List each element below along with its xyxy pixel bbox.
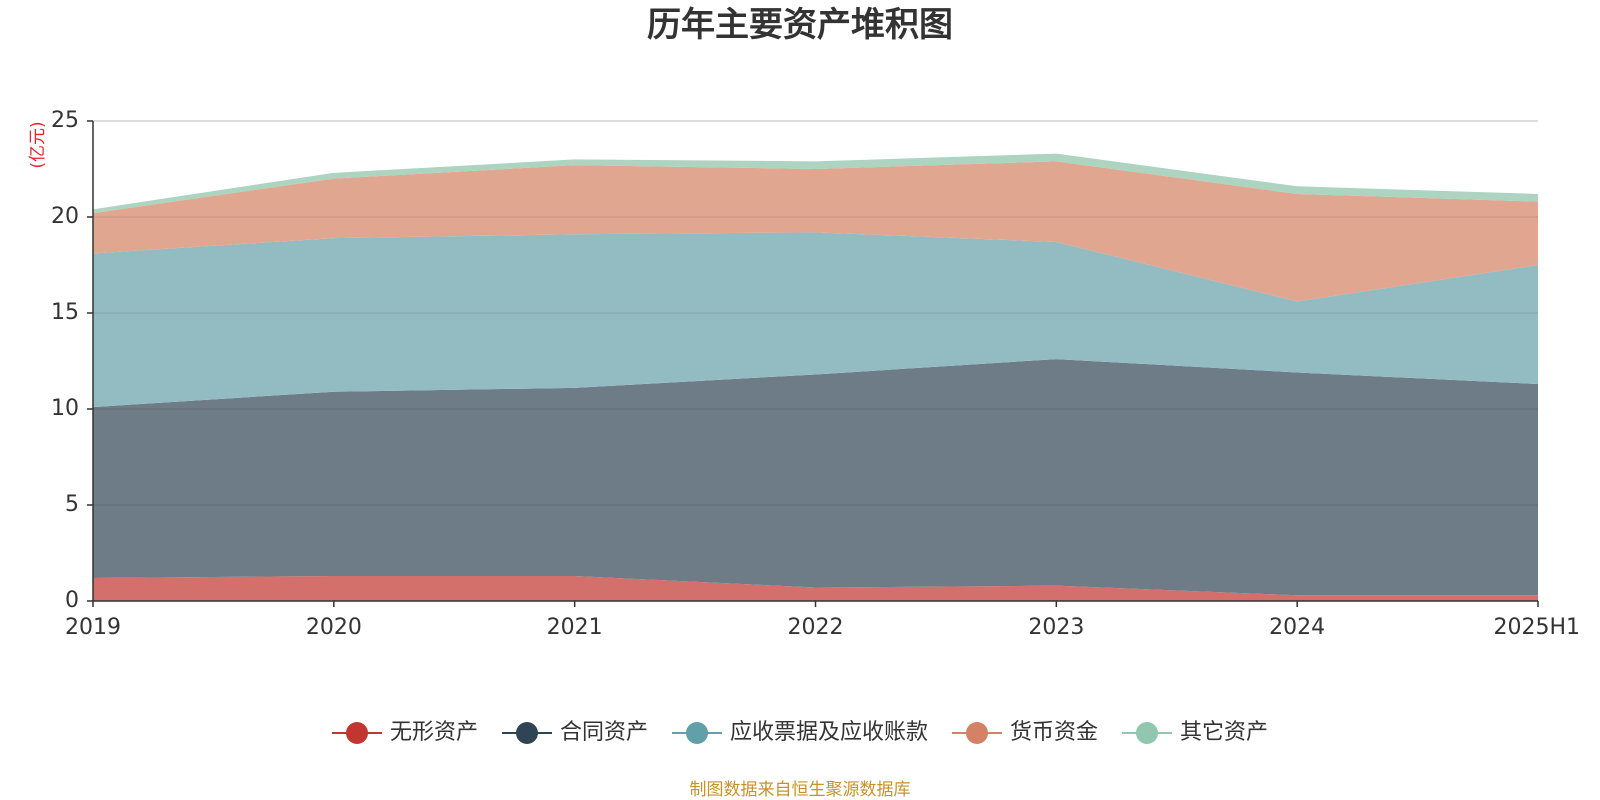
y-tick-label: 0 — [65, 588, 79, 613]
x-tick-label: 2021 — [547, 615, 603, 640]
legend-label: 无形资产 — [390, 720, 478, 745]
y-axis-unit-label: (亿元) — [28, 121, 48, 168]
y-tick-label: 20 — [51, 204, 79, 229]
legend-circle-symbol — [516, 722, 538, 744]
legend-item-2[interactable]: 应收票据及应收账款 — [672, 720, 928, 745]
y-tick-label: 15 — [51, 300, 79, 325]
legend-circle-symbol — [686, 722, 708, 744]
area-series-3 — [93, 161, 1538, 302]
axes: 0 5 10 15 20 25 2019 2020 2021 2022 2023 2024 2025H1 — [51, 108, 1580, 640]
legend[interactable]: 无形资产 合同资产 应收票据及应收账款 货币资金 其它资产 — [332, 720, 1268, 745]
legend-label: 合同资产 — [560, 720, 648, 745]
plot-areas — [93, 153, 1538, 601]
legend-label: 应收票据及应收账款 — [730, 720, 928, 745]
legend-item-4[interactable]: 其它资产 — [1122, 720, 1268, 745]
x-tick-label: 2022 — [788, 615, 844, 640]
chart-title: 历年主要资产堆积图 — [647, 5, 953, 45]
area-series-0 — [93, 576, 1538, 601]
x-tick-label: 2025H1 — [1493, 615, 1580, 640]
area-series-1 — [93, 359, 1538, 596]
area-series-2 — [93, 232, 1538, 408]
x-tick-label: 2024 — [1269, 615, 1325, 640]
legend-circle-symbol — [966, 722, 988, 744]
legend-circle-symbol — [346, 722, 368, 744]
legend-item-0[interactable]: 无形资产 — [332, 720, 478, 745]
y-tick-label: 25 — [51, 108, 79, 133]
y-tick-label: 5 — [65, 492, 79, 517]
x-tick-label: 2020 — [306, 615, 362, 640]
data-source-note: 制图数据来自恒生聚源数据库 — [690, 780, 911, 800]
legend-circle-symbol — [1136, 722, 1158, 744]
y-tick-label: 10 — [51, 396, 79, 421]
x-tick-label: 2023 — [1028, 615, 1084, 640]
area-series-4 — [93, 153, 1538, 214]
legend-label: 货币资金 — [1010, 720, 1098, 745]
grid-lines — [93, 120, 1538, 506]
legend-label: 其它资产 — [1180, 720, 1268, 745]
legend-item-3[interactable]: 货币资金 — [952, 720, 1098, 745]
legend-item-1[interactable]: 合同资产 — [502, 720, 648, 745]
x-tick-label: 2019 — [65, 615, 121, 640]
